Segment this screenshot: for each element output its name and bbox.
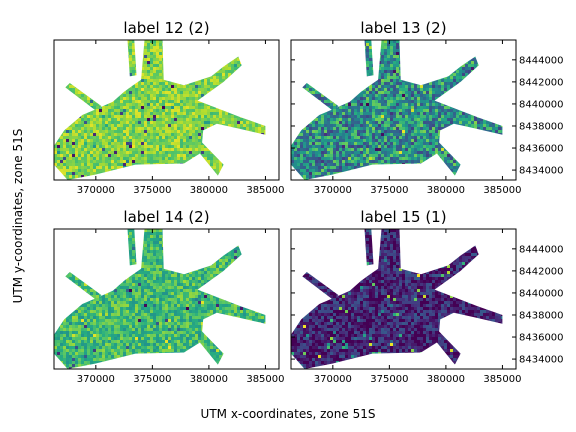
x-tick-label: 385000 <box>483 185 521 196</box>
panel-title: label 12 (2) <box>123 19 209 37</box>
x-tick-label: 380000 <box>427 374 465 385</box>
y-tick-label: 8444000 <box>519 55 564 66</box>
panel-3: label 14 (2) 370000 375000 380000 385000 <box>53 208 285 385</box>
y-tick-label: 8434000 <box>519 166 564 177</box>
panel-title: label 15 (1) <box>360 208 446 226</box>
y-tick-label: 8442000 <box>519 266 564 277</box>
x-tick-label: 375000 <box>133 374 171 385</box>
panel-4: label 15 (1) 370000 375000 380000 385000 8434… <box>290 208 564 385</box>
y-tick-label: 8440000 <box>519 99 564 110</box>
y-tick-label: 8442000 <box>519 77 564 88</box>
raster-1 <box>54 40 266 180</box>
y-axis-label: UTM y-coordinates, zone 51S <box>11 129 25 304</box>
axes-frame <box>290 39 517 181</box>
x-tick-label: 370000 <box>77 185 115 196</box>
x-tick-label: 370000 <box>314 374 352 385</box>
axes-frame <box>53 228 280 370</box>
raster-4 <box>291 229 503 369</box>
x-axis-label: UTM x-coordinates, zone 51S <box>201 407 376 421</box>
panels: label 12 (2)370000 375000 380000 385000labe… <box>53 19 564 385</box>
x-tick-label: 385000 <box>483 374 521 385</box>
x-tick-label: 375000 <box>370 185 408 196</box>
panel-2: label 13 (2) 370000 375000 380000 385000 8434… <box>290 19 564 196</box>
x-tick-label: 375000 <box>133 185 171 196</box>
x-tick-label: 370000 <box>314 185 352 196</box>
y-tick-label: 8436000 <box>519 144 564 155</box>
panel-title: label 14 (2) <box>123 208 209 226</box>
x-tick-label: 380000 <box>190 185 228 196</box>
panel-title: label 13 (2) <box>360 19 446 37</box>
raster-3 <box>54 229 266 369</box>
x-tick-label: 370000 <box>77 374 115 385</box>
axes-frame <box>53 39 280 181</box>
axes-frame <box>290 228 517 370</box>
y-tick-label: 8434000 <box>519 355 564 366</box>
x-tick-label: 385000 <box>246 185 284 196</box>
y-tick-label: 8440000 <box>519 288 564 299</box>
raster-2 <box>291 40 503 180</box>
panel-1: label 12 (2) 370000 375000 380000 385000 <box>53 19 285 196</box>
y-tick-label: 8444000 <box>519 244 564 255</box>
x-tick-label: 375000 <box>370 374 408 385</box>
x-tick-label: 385000 <box>246 374 284 385</box>
y-tick-label: 8438000 <box>519 310 564 321</box>
y-tick-label: 8436000 <box>519 333 564 344</box>
x-tick-label: 380000 <box>427 185 465 196</box>
y-tick-label: 8438000 <box>519 121 564 132</box>
x-tick-label: 380000 <box>190 374 228 385</box>
